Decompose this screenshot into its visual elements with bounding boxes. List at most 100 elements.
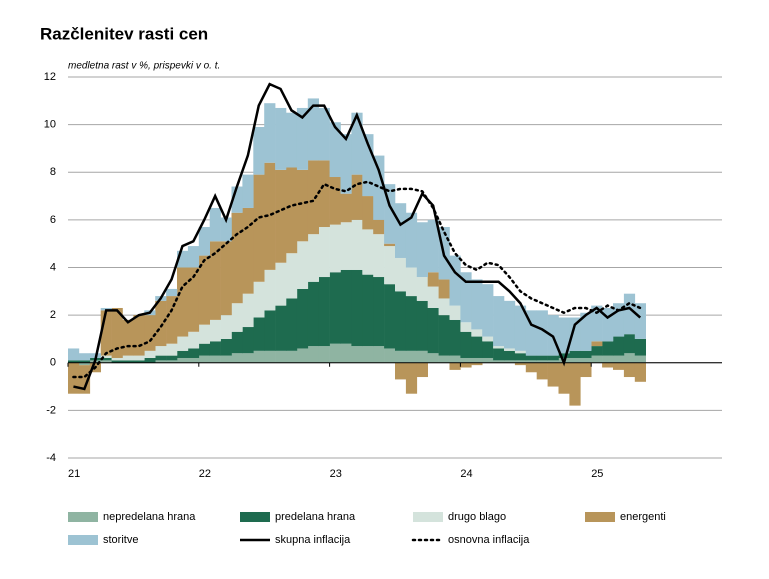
bar-segment bbox=[264, 310, 276, 351]
bar-segment bbox=[471, 329, 483, 337]
bar-segment bbox=[580, 357, 592, 363]
bar-segment bbox=[373, 234, 385, 278]
bar-segment bbox=[405, 362, 418, 394]
y-tick-label: -2 bbox=[46, 404, 56, 416]
y-tick-label: -4 bbox=[46, 452, 56, 464]
bar-segment bbox=[416, 362, 428, 378]
bar-segment bbox=[449, 355, 461, 363]
bar-segment bbox=[198, 324, 210, 344]
bar-segment bbox=[198, 255, 210, 325]
bar-segment bbox=[122, 360, 134, 363]
bar-segment bbox=[242, 207, 254, 294]
bar-segment bbox=[340, 222, 352, 270]
bar-segment bbox=[111, 357, 123, 361]
bar-segment bbox=[362, 196, 374, 230]
bar-segment bbox=[493, 296, 505, 347]
bar-segment bbox=[133, 315, 145, 356]
y-tick-label: 4 bbox=[50, 261, 56, 273]
bar-segment bbox=[634, 355, 646, 363]
bar-segment bbox=[438, 315, 450, 356]
bar-segment bbox=[133, 360, 145, 363]
bar-segment bbox=[482, 357, 494, 363]
bar-segment bbox=[242, 174, 254, 208]
bar-segment bbox=[623, 334, 636, 354]
bar-segment bbox=[187, 246, 200, 268]
bar-segment bbox=[177, 357, 189, 363]
bar-segment bbox=[329, 177, 341, 225]
bar-segment bbox=[155, 355, 167, 361]
bar-segment bbox=[569, 357, 581, 363]
bar-segment bbox=[220, 217, 232, 242]
bar-segment bbox=[536, 355, 548, 361]
bar-segment bbox=[536, 360, 548, 363]
bar-segment bbox=[395, 291, 407, 351]
bar-segment bbox=[275, 305, 287, 351]
bar-segment bbox=[504, 300, 516, 349]
bar-segment bbox=[187, 348, 200, 358]
bar-segment bbox=[68, 360, 80, 363]
bar-segment bbox=[133, 355, 145, 361]
bar-segment bbox=[591, 305, 603, 342]
bar-segment bbox=[558, 362, 570, 394]
bar-segment bbox=[100, 310, 112, 356]
legend-swatch bbox=[240, 512, 270, 522]
bar-segment bbox=[569, 317, 581, 351]
x-tick-label: 25 bbox=[591, 468, 603, 480]
bar-segment bbox=[275, 350, 287, 363]
bar-segment bbox=[536, 310, 548, 356]
bar-segment bbox=[318, 346, 330, 363]
bar-segment bbox=[591, 355, 603, 363]
line-series bbox=[73, 82, 642, 391]
bar-segment bbox=[296, 241, 309, 289]
bar-segment bbox=[253, 281, 265, 318]
legend-swatch bbox=[585, 512, 615, 522]
bar-segment bbox=[482, 336, 494, 342]
bar-segment bbox=[296, 348, 309, 363]
bar-segment bbox=[405, 212, 418, 268]
bar-segment bbox=[514, 305, 527, 351]
bar-segment bbox=[623, 353, 636, 363]
bar-segment bbox=[493, 360, 505, 363]
bar-segment bbox=[286, 253, 298, 299]
bar-segment bbox=[187, 267, 200, 332]
bar-segment bbox=[100, 357, 112, 361]
bar-segment bbox=[275, 262, 287, 306]
bar-segment bbox=[318, 277, 330, 347]
legend-label: skupna inflacija bbox=[275, 534, 351, 546]
bar-segment bbox=[296, 288, 309, 349]
bar-segment bbox=[351, 174, 363, 220]
bar-segment bbox=[373, 155, 385, 220]
bar-segment bbox=[362, 134, 374, 197]
legend-label: storitve bbox=[103, 534, 138, 546]
bar-segment bbox=[187, 331, 200, 349]
bar-segment bbox=[78, 365, 91, 394]
bar-segment bbox=[166, 343, 178, 356]
y-tick-label: 2 bbox=[50, 309, 56, 321]
bar-segment bbox=[307, 160, 319, 235]
bar-segment bbox=[471, 336, 483, 358]
bar-segment bbox=[613, 355, 625, 363]
bar-segment bbox=[547, 355, 559, 361]
bar-segment bbox=[613, 362, 625, 370]
x-tick-label: 23 bbox=[330, 468, 342, 480]
bar-segment bbox=[286, 350, 298, 363]
bar-segment bbox=[253, 174, 265, 282]
bar-segment bbox=[351, 112, 363, 175]
bar-segment bbox=[166, 296, 178, 344]
bar-segment bbox=[482, 341, 494, 358]
bar-segment bbox=[351, 269, 363, 347]
bar-segment bbox=[602, 341, 614, 356]
bar-segment bbox=[177, 267, 189, 337]
x-tick-label: 22 bbox=[199, 468, 211, 480]
bar-segment bbox=[395, 350, 407, 363]
bar-segment bbox=[591, 341, 603, 347]
bar-segment bbox=[329, 122, 341, 178]
bar-segment bbox=[384, 243, 396, 247]
legend-swatch bbox=[68, 535, 98, 545]
bar-segment bbox=[460, 357, 472, 363]
bar-segment bbox=[264, 162, 276, 270]
bar-segment bbox=[209, 207, 221, 242]
bar-segment bbox=[384, 246, 396, 285]
bar-segment bbox=[427, 353, 439, 363]
bar-segment bbox=[547, 362, 559, 387]
